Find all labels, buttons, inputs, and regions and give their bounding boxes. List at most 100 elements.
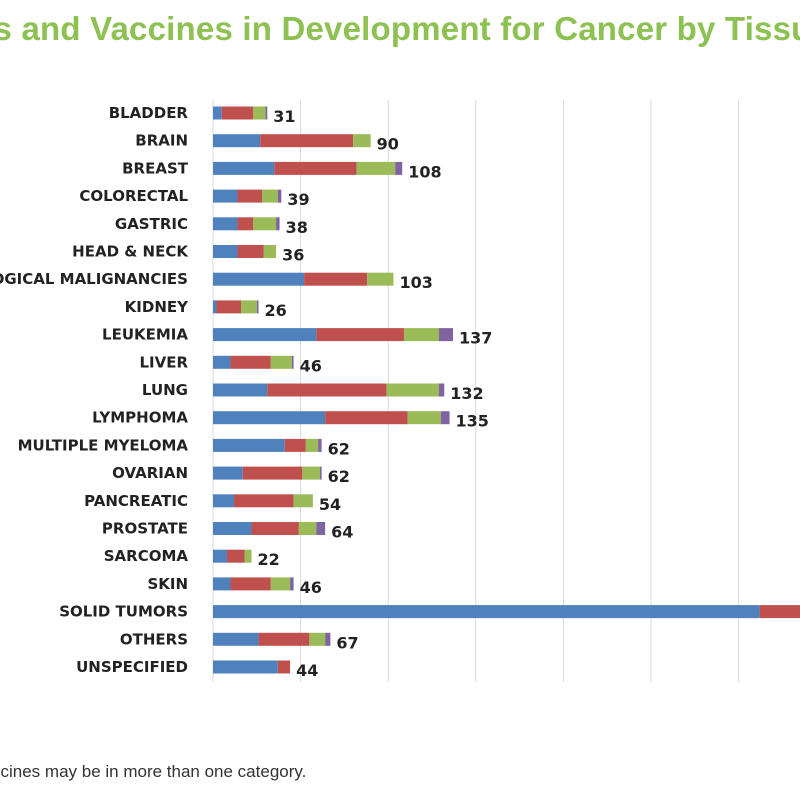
bar-segment-13-2	[302, 466, 320, 480]
total-label-12: 62	[328, 439, 350, 458]
bar-segment-12-1	[284, 438, 306, 452]
category-label-5: HEAD & NECK	[72, 243, 189, 261]
bar-segment-11-2	[407, 411, 441, 425]
bar-segment-4-2	[253, 217, 277, 231]
bar-segment-10-0	[213, 383, 268, 397]
bar-segment-8-0	[213, 328, 317, 342]
total-label-19: 67	[336, 633, 358, 652]
bar-segment-3-3	[277, 189, 282, 203]
total-label-20: 44	[296, 661, 318, 680]
bar-segment-4-1	[237, 217, 254, 231]
bar-segment-6-1	[304, 272, 368, 286]
total-label-3: 39	[287, 190, 309, 209]
bar-segment-18-0	[213, 605, 760, 619]
total-label-10: 132	[450, 384, 483, 403]
bar-segment-14-2	[293, 494, 313, 508]
total-label-1: 90	[377, 135, 399, 154]
bar-segment-8-1	[316, 328, 404, 342]
category-label-14: PANCREATIC	[84, 492, 188, 510]
category-label-10: LUNG	[142, 381, 188, 399]
bar-segment-18-1	[759, 605, 800, 619]
bar-segment-0-2	[253, 106, 266, 120]
bar-segment-15-2	[298, 522, 317, 535]
bar-segment-13-1	[242, 466, 303, 480]
bar-segment-7-2	[241, 300, 257, 314]
total-label-14: 54	[319, 495, 341, 514]
bar-segment-20-0	[213, 660, 278, 674]
bar-segment-7-1	[216, 300, 242, 314]
bar-segment-14-1	[234, 494, 294, 508]
bar-segment-15-0	[213, 522, 252, 535]
bar-segment-17-0	[213, 577, 231, 591]
bar-segment-9-3	[291, 355, 294, 369]
category-label-11: LYMPHOMA	[92, 409, 188, 427]
bar-segment-17-2	[270, 577, 291, 591]
bar-segment-11-0	[213, 411, 326, 425]
bar-segment-19-0	[213, 632, 259, 646]
category-label-13: OVARIAN	[112, 464, 188, 482]
bar-segment-9-1	[230, 355, 271, 369]
bar-segment-20-1	[277, 660, 291, 674]
bar-segment-8-3	[439, 328, 454, 342]
bar-segment-9-0	[213, 355, 231, 369]
category-label-2: BREAST	[122, 159, 189, 177]
bar-segment-10-2	[386, 383, 440, 397]
total-label-15: 64	[331, 523, 353, 542]
bar-segment-1-0	[213, 134, 261, 148]
bar-segment-19-2	[309, 632, 326, 646]
bar-segment-11-1	[325, 411, 408, 425]
bar-segment-0-1	[221, 106, 254, 120]
chart-title: es and Vaccines in Development for Cance…	[0, 10, 800, 47]
total-label-6: 103	[399, 273, 432, 292]
category-label-7: KIDNEY	[125, 298, 189, 316]
bar-segment-13-0	[213, 466, 243, 480]
bar-segment-6-0	[213, 272, 305, 286]
bar-segment-16-0	[213, 549, 228, 563]
category-label-0: BLADDER	[109, 104, 189, 122]
bar-segment-4-0	[213, 217, 238, 231]
bar-segment-2-1	[274, 161, 357, 175]
bar-segment-8-2	[403, 328, 440, 342]
bar-segment-1-2	[353, 134, 371, 148]
bar-segment-19-3	[325, 632, 331, 646]
total-label-13: 62	[328, 467, 350, 486]
total-label-11: 135	[456, 412, 489, 431]
category-label-9: LIVER	[139, 353, 188, 371]
bar-segment-7-3	[256, 300, 259, 314]
bar-segment-17-1	[230, 577, 271, 591]
category-label-15: PROSTATE	[102, 520, 188, 538]
category-label-6: TOLOGICAL MALIGNANCIES	[0, 270, 188, 288]
bar-segment-10-3	[439, 383, 445, 397]
bar-segment-6-2	[367, 272, 394, 286]
bar-segment-0-3	[265, 106, 268, 120]
bar-segment-11-3	[440, 411, 450, 425]
bar-segment-3-2	[262, 189, 278, 203]
category-label-17: SKIN	[147, 575, 188, 593]
bar-segment-3-1	[237, 189, 263, 203]
bar-segment-16-1	[227, 549, 245, 563]
total-label-2: 108	[408, 162, 441, 181]
total-label-7: 26	[265, 301, 287, 320]
total-label-0: 31	[273, 107, 295, 126]
bar-segment-17-3	[290, 577, 294, 591]
category-label-20: UNSPECIFIED	[76, 658, 188, 676]
category-label-19: OTHERS	[120, 630, 188, 648]
bar-segment-15-3	[316, 522, 326, 535]
bar-segment-5-0	[213, 245, 238, 258]
bar-segment-13-3	[319, 466, 322, 480]
category-label-12: MULTIPLE MYELOMA	[18, 436, 189, 454]
bar-segment-4-3	[276, 217, 280, 231]
total-label-8: 137	[459, 329, 492, 348]
category-label-3: COLORECTAL	[79, 187, 188, 205]
bar-segment-19-1	[258, 632, 310, 646]
bar-segment-12-2	[305, 438, 319, 452]
bar-segment-14-0	[213, 494, 235, 508]
bar-segment-10-1	[267, 383, 387, 397]
total-label-9: 46	[300, 356, 322, 375]
bar-segment-2-2	[356, 161, 396, 175]
bar-segment-5-2	[263, 245, 277, 258]
total-label-16: 22	[258, 550, 280, 569]
bar-segment-0-0	[213, 106, 222, 120]
bar-segment-15-1	[251, 522, 299, 535]
total-label-17: 46	[300, 578, 322, 597]
